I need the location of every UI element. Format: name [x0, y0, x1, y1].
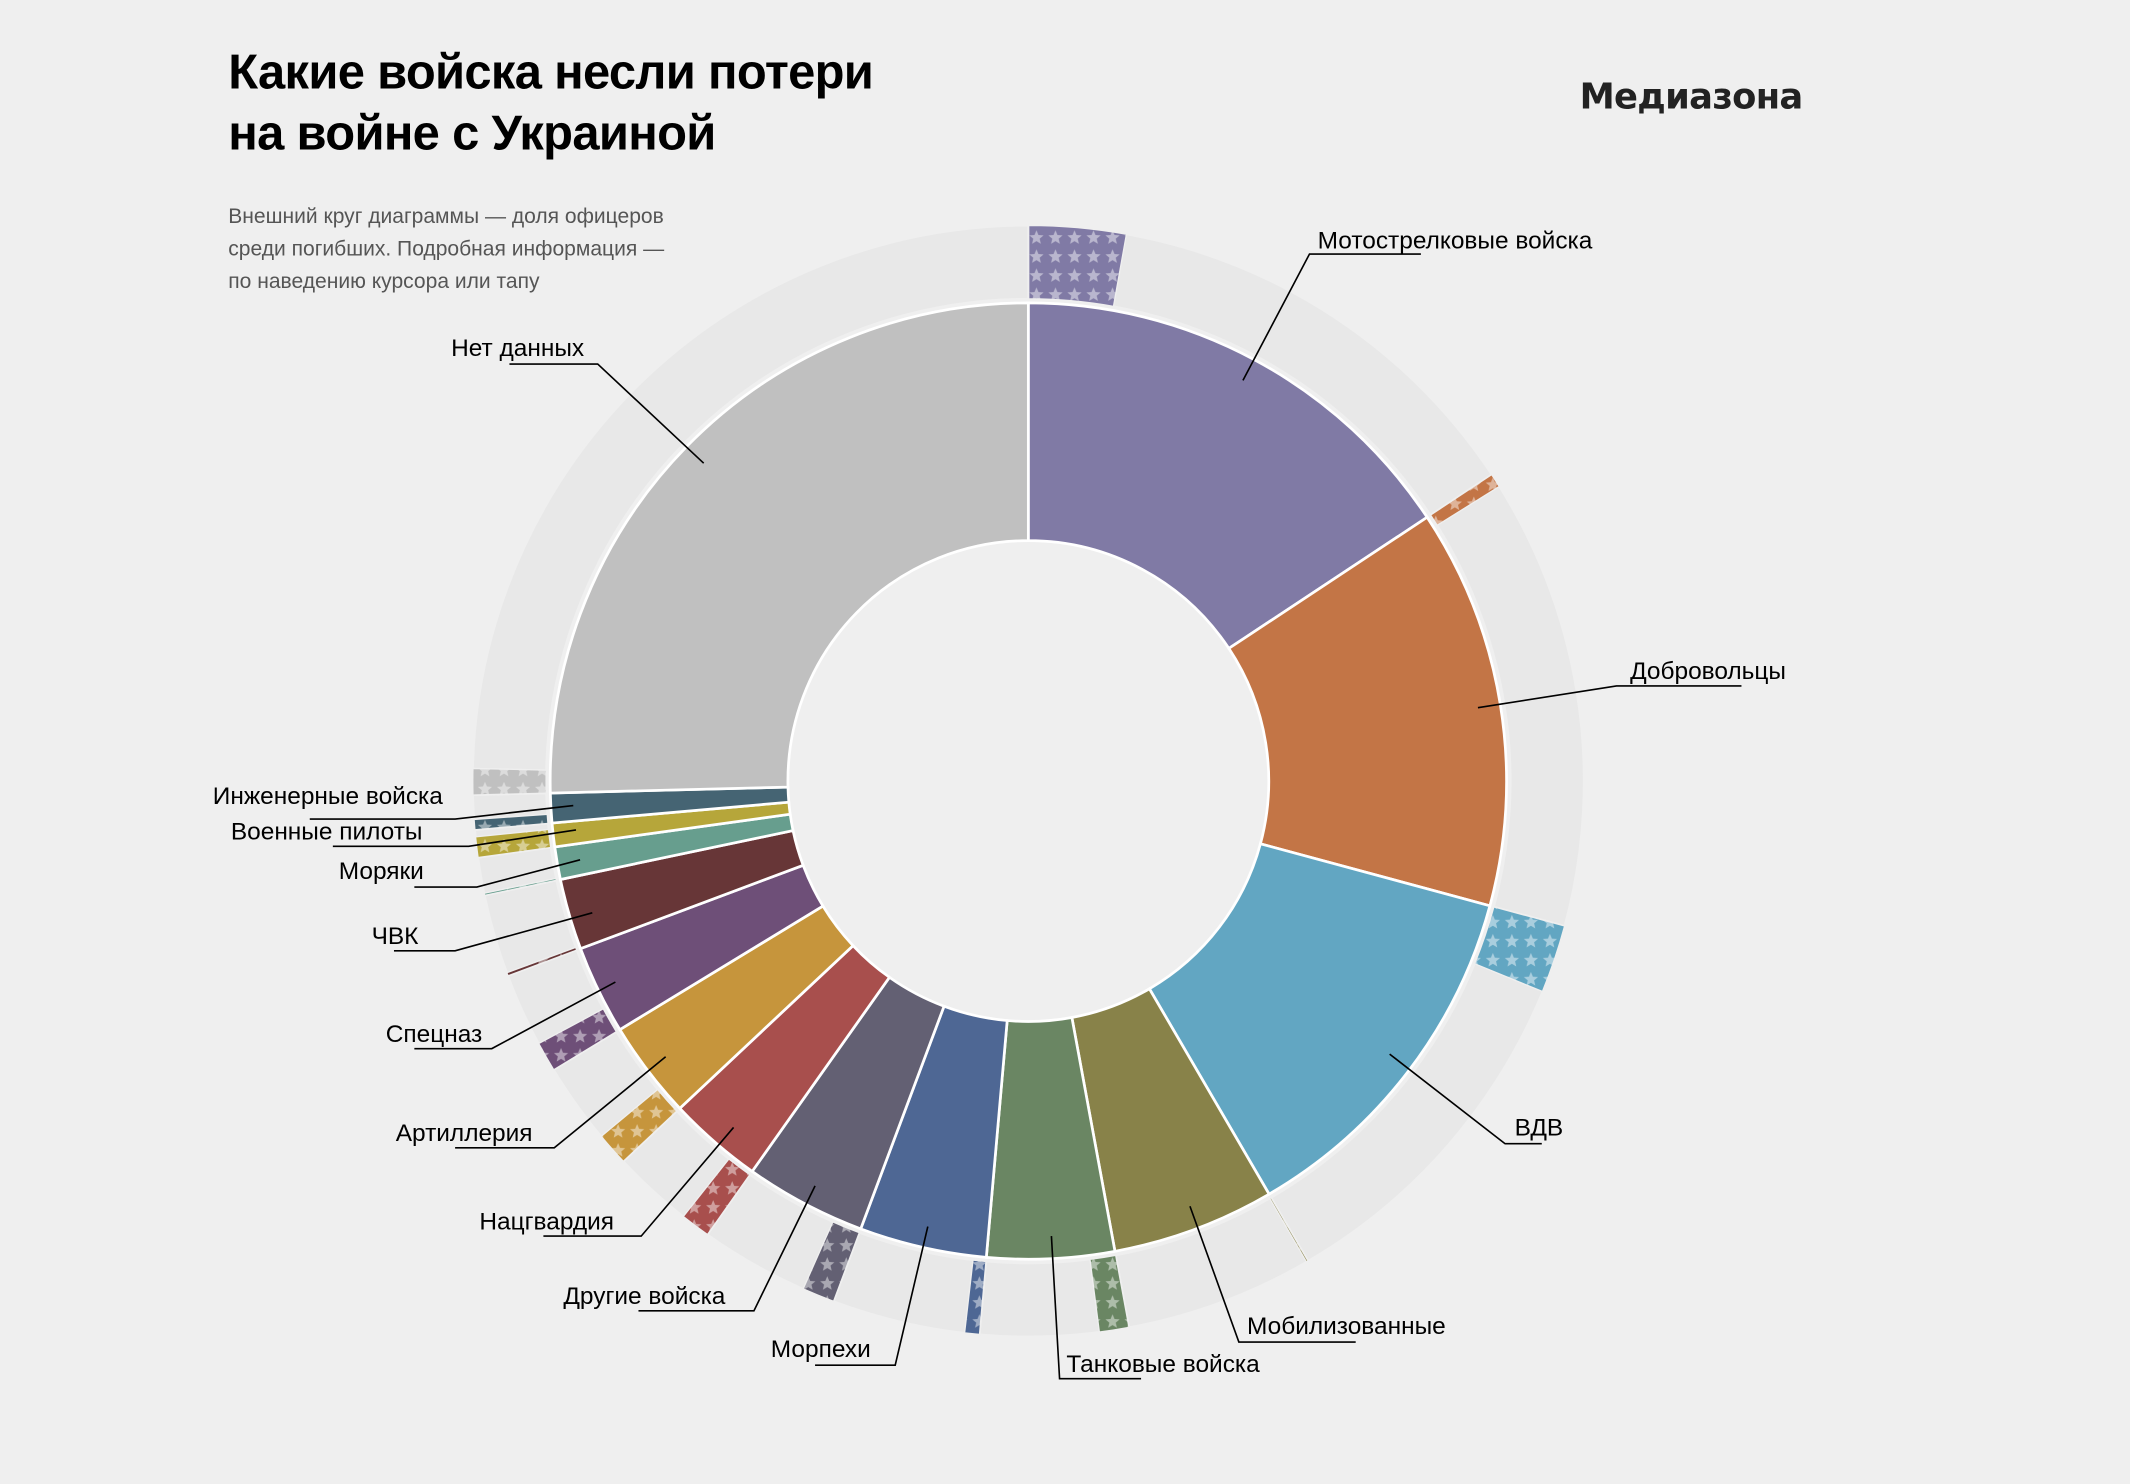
donut-chart [471, 224, 1585, 1338]
segment-label-1: Добровольцы [1630, 658, 1786, 685]
officer-share-band-7[interactable] [682, 1158, 751, 1236]
segment-label-14: Нет данных [451, 335, 584, 362]
subtitle-line1: Внешний круг диаграммы — доля офицеров [228, 205, 664, 228]
officer-share-band-3[interactable] [1268, 1196, 1310, 1263]
officer-share-band-8[interactable] [600, 1088, 678, 1163]
segment-label-3: Мобилизованные [1247, 1313, 1446, 1340]
donut-segment-14[interactable] [548, 301, 1030, 795]
officer-share-band-4[interactable] [1089, 1254, 1130, 1333]
leader-line-13 [309, 804, 574, 820]
leader-line-8 [455, 1056, 667, 1149]
chart-title-line1: Какие войска несли потери [228, 45, 873, 99]
leader-line-0 [1242, 253, 1421, 381]
segment-label-8: Артиллерия [396, 1120, 533, 1147]
subtitle-line2: среди погибших. Подробная информация — [228, 237, 665, 260]
officer-share-band-0[interactable] [1027, 224, 1128, 308]
officer-share-band-13[interactable] [473, 813, 549, 831]
officer-share-band-14[interactable] [472, 767, 547, 796]
donut-segment-0[interactable] [1026, 301, 1430, 651]
leader-line-1 [1477, 685, 1742, 709]
leader-line-11 [414, 859, 581, 888]
leader-line-6 [638, 1185, 816, 1312]
donut-segment-2[interactable] [1147, 842, 1492, 1196]
officer-share-band-11[interactable] [483, 877, 558, 897]
chart-labels: Мотострелковые войска Добровольцы ВДВ Мобил… [213, 228, 1786, 1380]
segment-label-0: Мотострелковые войска [1318, 228, 1593, 255]
subtitle-line3: по наведению курсора или тапу [228, 270, 540, 293]
outer-ring-background-14[interactable] [471, 224, 1030, 797]
leader-line-3 [1189, 1205, 1356, 1343]
donut-segment-1[interactable] [1226, 515, 1508, 908]
segment-label-10: ЧВК [372, 923, 420, 950]
officer-share-band-5[interactable] [963, 1259, 987, 1336]
segment-label-6: Другие войска [563, 1283, 725, 1310]
officer-share-band-2[interactable] [1473, 906, 1566, 993]
segment-label-7: Нацгвардия [479, 1208, 614, 1235]
segment-label-11: Моряки [339, 858, 424, 885]
segment-label-5: Морпехи [771, 1336, 871, 1363]
officer-share-band-6[interactable] [802, 1220, 861, 1303]
leader-line-9 [414, 981, 616, 1050]
segment-label-13: Инженерные войска [213, 783, 444, 810]
leader-line-5 [815, 1226, 929, 1366]
leader-line-2 [1389, 1053, 1542, 1145]
leader-line-4 [1050, 1236, 1142, 1380]
officer-share-band-9[interactable] [537, 1007, 618, 1071]
leader-line-12 [332, 829, 577, 848]
mediazona-logo[interactable]: Медиазона [1580, 77, 1804, 118]
segment-label-4: Танковые войска [1066, 1351, 1260, 1378]
officer-share-band-10[interactable] [505, 946, 578, 977]
leader-line-10 [393, 912, 593, 952]
chart-title-line2: на войне с Украиной [228, 106, 715, 160]
officer-share-band-1[interactable] [1429, 473, 1501, 527]
leader-line-7 [543, 1126, 735, 1237]
segment-label-2: ВДВ [1515, 1115, 1564, 1142]
segment-label-9: Спецназ [386, 1021, 482, 1048]
leader-line-14 [509, 363, 705, 464]
segment-label-12: Военные пилоты [231, 818, 423, 845]
